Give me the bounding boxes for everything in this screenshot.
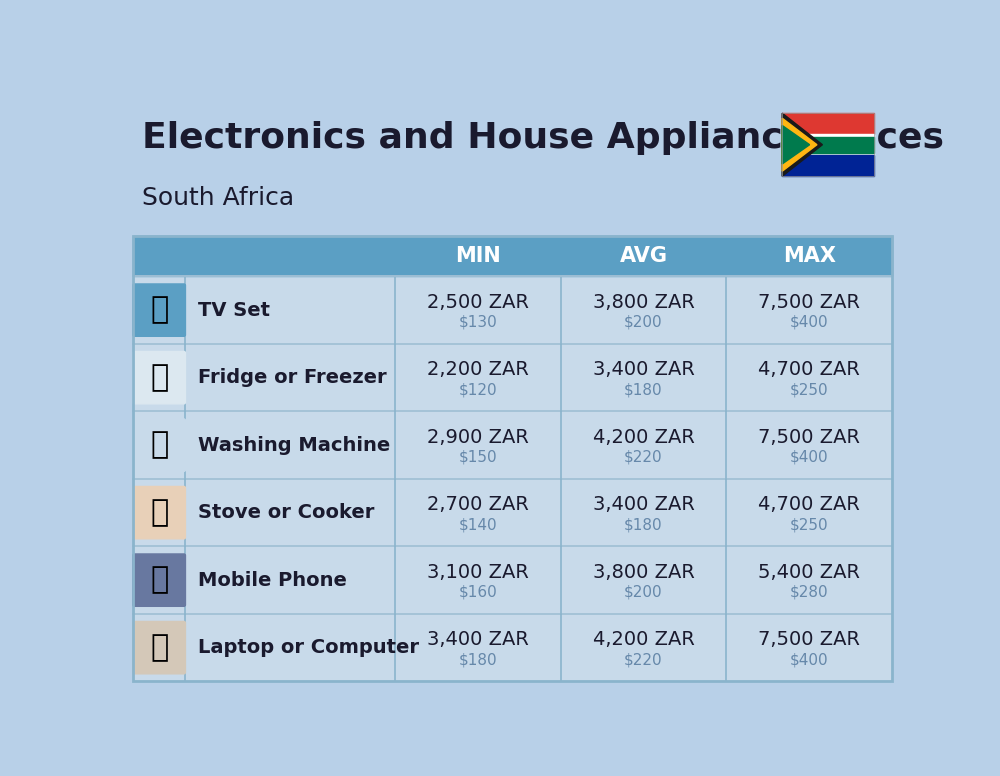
Text: $250: $250 bbox=[790, 518, 829, 532]
Polygon shape bbox=[782, 118, 817, 171]
Text: 4,700 ZAR: 4,700 ZAR bbox=[758, 360, 860, 379]
FancyBboxPatch shape bbox=[133, 284, 185, 336]
Text: 4,200 ZAR: 4,200 ZAR bbox=[593, 630, 694, 650]
Text: Electronics and House Appliance Prices: Electronics and House Appliance Prices bbox=[142, 121, 944, 154]
Text: $130: $130 bbox=[458, 315, 497, 330]
Text: 7,500 ZAR: 7,500 ZAR bbox=[758, 630, 860, 650]
Text: Fridge or Freezer: Fridge or Freezer bbox=[198, 368, 386, 387]
Polygon shape bbox=[782, 126, 810, 164]
Text: $180: $180 bbox=[624, 383, 663, 397]
Text: 3,400 ZAR: 3,400 ZAR bbox=[593, 495, 694, 514]
Bar bbox=[133, 411, 892, 479]
Text: $160: $160 bbox=[458, 585, 497, 600]
Text: 🌀: 🌀 bbox=[150, 431, 168, 459]
Text: 4,700 ZAR: 4,700 ZAR bbox=[758, 495, 860, 514]
Text: 2,900 ZAR: 2,900 ZAR bbox=[427, 428, 529, 447]
Text: $400: $400 bbox=[790, 315, 829, 330]
Text: 2,200 ZAR: 2,200 ZAR bbox=[427, 360, 529, 379]
Text: $250: $250 bbox=[790, 383, 829, 397]
Bar bbox=[133, 237, 892, 681]
Text: MAX: MAX bbox=[783, 246, 836, 266]
Text: 2,700 ZAR: 2,700 ZAR bbox=[427, 495, 529, 514]
Text: 🔥: 🔥 bbox=[150, 498, 168, 527]
Text: $220: $220 bbox=[624, 450, 663, 465]
Text: $280: $280 bbox=[790, 585, 829, 600]
Text: South Africa: South Africa bbox=[142, 185, 294, 210]
Text: 7,500 ZAR: 7,500 ZAR bbox=[758, 428, 860, 447]
Text: 📺: 📺 bbox=[150, 296, 168, 324]
Text: 3,400 ZAR: 3,400 ZAR bbox=[427, 630, 529, 650]
Bar bbox=[782, 134, 874, 155]
Text: $200: $200 bbox=[624, 585, 663, 600]
FancyBboxPatch shape bbox=[133, 487, 185, 539]
Bar bbox=[133, 546, 892, 614]
Text: AVG: AVG bbox=[619, 246, 667, 266]
Bar bbox=[133, 344, 892, 411]
Bar bbox=[133, 479, 892, 546]
Text: $400: $400 bbox=[790, 653, 829, 667]
Text: Laptop or Computer: Laptop or Computer bbox=[198, 638, 419, 657]
Text: 📱: 📱 bbox=[150, 566, 168, 594]
Bar bbox=[782, 113, 874, 134]
Text: TV Set: TV Set bbox=[198, 300, 270, 320]
FancyBboxPatch shape bbox=[133, 554, 185, 606]
Text: 3,800 ZAR: 3,800 ZAR bbox=[593, 563, 694, 582]
Text: $200: $200 bbox=[624, 315, 663, 330]
Text: 💻: 💻 bbox=[150, 633, 168, 662]
Text: 3,800 ZAR: 3,800 ZAR bbox=[593, 293, 694, 312]
Text: 4,200 ZAR: 4,200 ZAR bbox=[593, 428, 694, 447]
Text: 🧊: 🧊 bbox=[150, 363, 168, 392]
Text: $400: $400 bbox=[790, 450, 829, 465]
Text: 3,100 ZAR: 3,100 ZAR bbox=[427, 563, 529, 582]
Bar bbox=[782, 155, 874, 176]
Text: MIN: MIN bbox=[455, 246, 501, 266]
Text: $180: $180 bbox=[624, 518, 663, 532]
Bar bbox=[133, 237, 892, 276]
Text: $140: $140 bbox=[458, 518, 497, 532]
Text: Washing Machine: Washing Machine bbox=[198, 435, 390, 455]
Text: $120: $120 bbox=[458, 383, 497, 397]
Bar bbox=[133, 614, 892, 681]
Bar bbox=[133, 276, 892, 344]
FancyBboxPatch shape bbox=[133, 622, 185, 674]
FancyBboxPatch shape bbox=[133, 419, 185, 471]
Text: $220: $220 bbox=[624, 653, 663, 667]
Text: 7,500 ZAR: 7,500 ZAR bbox=[758, 293, 860, 312]
Text: 5,400 ZAR: 5,400 ZAR bbox=[758, 563, 860, 582]
Text: $180: $180 bbox=[458, 653, 497, 667]
Text: Mobile Phone: Mobile Phone bbox=[198, 570, 347, 590]
Text: $150: $150 bbox=[458, 450, 497, 465]
Polygon shape bbox=[782, 113, 822, 176]
Bar bbox=[782, 113, 874, 176]
Text: Stove or Cooker: Stove or Cooker bbox=[198, 503, 374, 522]
Text: 2,500 ZAR: 2,500 ZAR bbox=[427, 293, 529, 312]
FancyBboxPatch shape bbox=[133, 352, 185, 404]
Text: 3,400 ZAR: 3,400 ZAR bbox=[593, 360, 694, 379]
Bar bbox=[782, 137, 874, 153]
